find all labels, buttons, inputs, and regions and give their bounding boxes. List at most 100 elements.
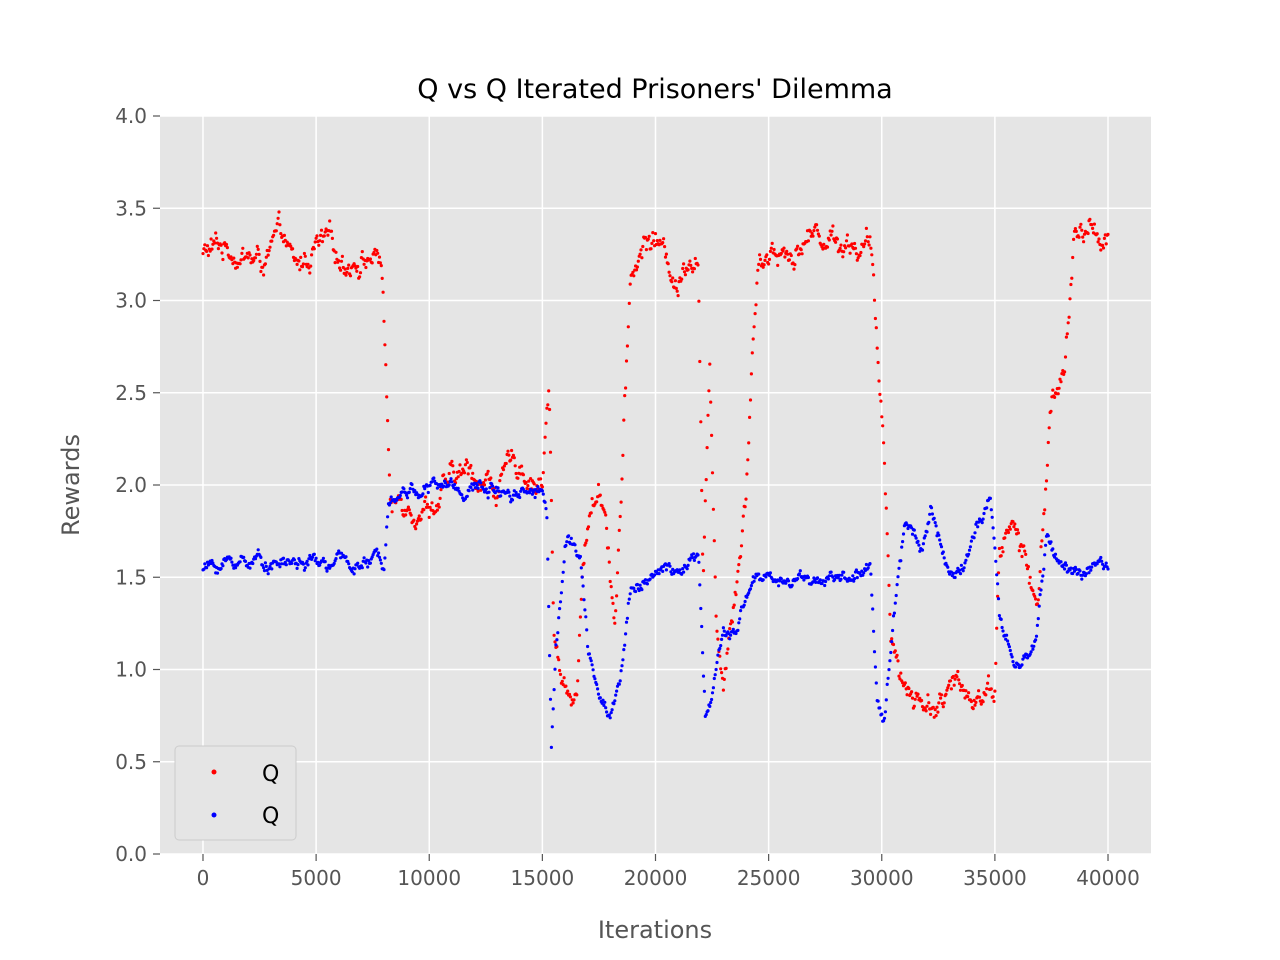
series-1-point <box>1000 625 1004 630</box>
series-1-point <box>988 496 993 500</box>
series-1-point <box>460 493 464 497</box>
series-0-point <box>596 482 601 487</box>
series-1-point <box>484 487 488 491</box>
series-1-point <box>721 626 726 630</box>
series-0-point <box>203 243 207 247</box>
series-0-point <box>755 281 759 285</box>
series-0-point <box>498 479 502 483</box>
series-0-point <box>414 527 418 531</box>
series-0-point <box>513 464 517 468</box>
series-0-point <box>240 251 244 255</box>
series-1-point <box>932 516 936 520</box>
series-1-point <box>221 564 225 568</box>
series-0-point <box>1064 335 1068 339</box>
series-1-point <box>1099 555 1103 560</box>
series-1-point <box>364 561 368 565</box>
series-0-point <box>546 403 550 407</box>
series-0-point <box>1003 536 1007 540</box>
series-1-point <box>296 563 300 567</box>
series-1-point <box>880 712 884 716</box>
series-1-point <box>552 688 556 692</box>
series-0-point <box>689 263 693 267</box>
series-0-point <box>736 569 740 573</box>
series-0-point <box>844 239 849 243</box>
series-1-point <box>579 566 583 570</box>
series-0-point <box>404 513 408 517</box>
series-1-point <box>550 725 554 729</box>
series-1-point <box>426 490 430 495</box>
series-0-point <box>799 248 803 252</box>
series-1-point <box>833 577 837 582</box>
series-1-point <box>852 579 856 583</box>
series-0-point <box>1056 392 1060 396</box>
series-1-point <box>384 543 388 547</box>
series-0-point <box>812 229 816 233</box>
series-0-point <box>1067 315 1071 319</box>
series-0-point <box>877 379 881 383</box>
series-1-point <box>882 719 886 723</box>
series-1-point <box>1044 543 1048 547</box>
series-1-point <box>352 572 356 576</box>
series-1-point <box>686 563 690 568</box>
series-0-point <box>748 415 752 419</box>
series-1-point <box>737 621 741 625</box>
series-0-point <box>1022 544 1026 548</box>
series-1-point <box>295 566 299 571</box>
series-0-point <box>699 420 703 424</box>
series-0-point <box>447 471 451 476</box>
series-0-point <box>1046 440 1050 445</box>
series-1-point <box>892 611 897 615</box>
series-1-point <box>1034 638 1038 642</box>
series-0-point <box>258 259 262 263</box>
series-1-point <box>976 525 980 529</box>
series-1-point <box>620 664 624 668</box>
series-1-point <box>869 572 873 576</box>
series-0-point <box>1011 520 1015 524</box>
series-0-point <box>741 514 745 518</box>
series-1-point <box>1007 645 1012 649</box>
series-1-point <box>234 566 238 570</box>
series-0-point <box>1080 228 1084 232</box>
series-0-point <box>205 249 209 253</box>
series-1-point <box>704 713 708 717</box>
series-0-point <box>701 569 706 573</box>
series-1-point <box>829 570 833 574</box>
series-1-point <box>1029 650 1033 654</box>
series-0-point <box>1016 531 1021 535</box>
series-1-point <box>546 557 550 561</box>
series-0-point <box>1042 511 1046 516</box>
series-0-point <box>789 253 793 258</box>
series-0-point <box>358 275 362 279</box>
series-0-point <box>564 684 568 688</box>
series-0-point <box>866 240 870 244</box>
series-0-point <box>438 496 442 500</box>
series-1-point <box>928 512 932 516</box>
series-0-point <box>328 219 332 223</box>
series-1-point <box>443 481 448 485</box>
series-1-point <box>607 713 611 717</box>
series-1-point <box>377 555 382 559</box>
series-0-point <box>664 252 669 256</box>
series-0-point <box>969 699 974 704</box>
series-0-point <box>772 247 776 252</box>
series-0-point <box>547 389 551 393</box>
series-1-point <box>356 561 360 565</box>
series-0-point <box>464 458 468 462</box>
series-0-point <box>1035 602 1039 606</box>
series-1-point <box>473 486 477 490</box>
series-1-point <box>871 607 875 611</box>
series-1-point <box>708 704 712 709</box>
series-1-point <box>270 567 274 571</box>
series-0-point <box>1051 388 1055 392</box>
series-0-point <box>625 344 630 348</box>
series-0-point <box>1045 463 1049 467</box>
series-1-point <box>486 496 490 500</box>
series-0-point <box>442 473 446 477</box>
series-0-point <box>925 704 929 708</box>
series-0-point <box>822 242 826 246</box>
series-0-point <box>1049 409 1053 413</box>
series-0-point <box>939 693 944 697</box>
series-0-point <box>952 683 956 687</box>
series-0-point <box>274 229 278 233</box>
series-1-point <box>1084 572 1088 576</box>
